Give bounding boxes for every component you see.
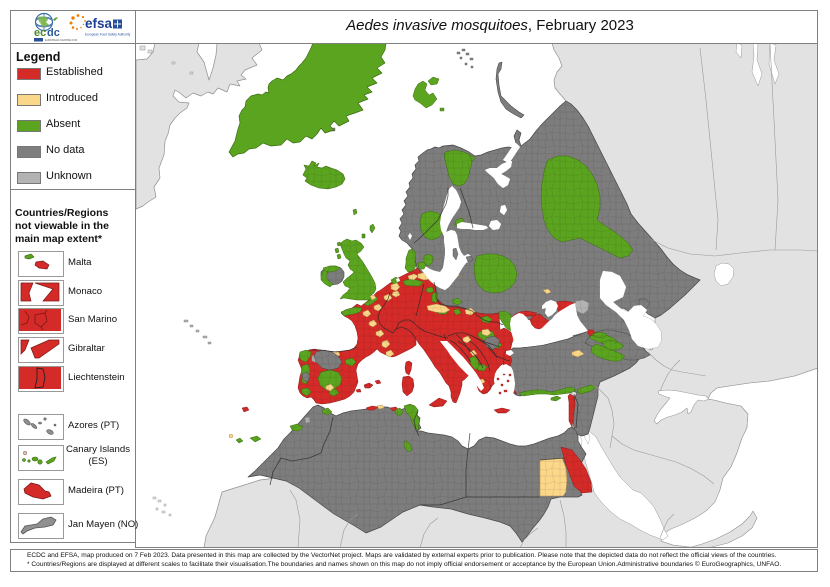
svg-text:ec: ec [34,27,46,39]
svg-text:efsa: efsa [85,16,113,31]
svg-text:European Food Safety Authority: European Food Safety Authority [85,33,131,37]
svg-text:EUROPEAN CENTRE FOR: EUROPEAN CENTRE FOR [45,38,77,42]
svg-text:dc: dc [47,27,60,39]
